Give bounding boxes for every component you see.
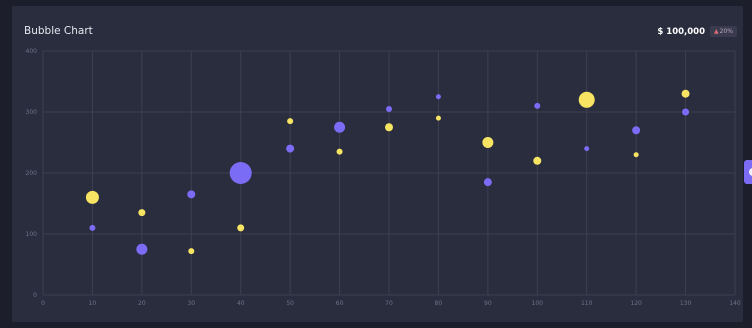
bubble-point[interactable] [483,178,492,187]
change-badge: ▲20% [710,26,737,37]
bubble-point[interactable] [435,94,441,100]
up-arrow-icon: ▲ [714,28,719,35]
bubble-point[interactable] [136,243,148,255]
bubble-point[interactable] [435,115,441,121]
gear-icon [749,168,752,176]
x-tick-label: 20 [138,300,146,307]
x-tick-label: 50 [286,300,294,307]
bubble-point[interactable] [533,156,542,165]
bubble-point[interactable] [534,102,541,109]
x-tick-label: 130 [680,300,692,307]
y-tick-label: 0 [33,292,37,299]
bubble-point[interactable] [482,137,494,148]
x-tick-label: 70 [385,300,393,307]
bubble-point[interactable] [633,152,639,158]
x-tick-label: 30 [187,300,195,307]
x-tick-label: 10 [89,300,97,307]
bubble-point[interactable] [229,162,252,184]
side-panel-toggle[interactable] [744,160,752,184]
bubble-point[interactable] [681,89,690,98]
axis-ticks: 0 10 20 30 40 50 60 70 80 90 100 110 120 130 140 0 100 20… [26,48,741,307]
bubble-point[interactable] [138,209,146,217]
x-tick-label: 110 [581,300,593,307]
bubble-point[interactable] [237,224,245,232]
bubble-point[interactable] [632,126,641,135]
grid [42,50,736,296]
x-tick-label: 140 [729,300,741,307]
bubble-point[interactable] [584,146,590,152]
x-tick-label: 0 [41,300,45,307]
bubble-point[interactable] [89,224,96,231]
bubble-point[interactable] [188,248,195,255]
bubble-point[interactable] [85,190,99,204]
chart-card: Bubble Chart $ 100,000 ▲20% 0 10 20 30 40 50 6… [12,6,743,322]
y-tick-label: 400 [26,48,38,55]
y-tick-label: 200 [26,170,38,177]
bubble-point[interactable] [287,118,294,125]
y-tick-label: 300 [26,109,38,116]
x-tick-label: 80 [435,300,443,307]
bubble-point[interactable] [334,121,346,133]
bubble-point[interactable] [336,148,343,155]
bubble-point[interactable] [386,105,392,112]
x-tick-label: 60 [336,300,344,307]
x-tick-label: 40 [237,300,245,307]
bubble-point[interactable] [682,108,690,116]
total-value: $ 100,000 [657,27,705,37]
bubble-point[interactable] [286,144,295,153]
bubble-point[interactable] [578,91,595,108]
bubble-point[interactable] [187,190,196,199]
x-tick-label: 100 [532,300,544,307]
x-tick-label: 90 [484,300,492,307]
bubble-point[interactable] [385,123,393,132]
bubbles [85,89,690,255]
change-value: 20% [719,28,733,35]
bubble-chart: 0 10 20 30 40 50 60 70 80 90 100 110 120 130 140 0 100 20… [26,48,741,307]
x-tick-label: 120 [630,300,642,307]
y-tick-label: 100 [26,231,38,238]
chart-title: Bubble Chart [24,25,93,37]
